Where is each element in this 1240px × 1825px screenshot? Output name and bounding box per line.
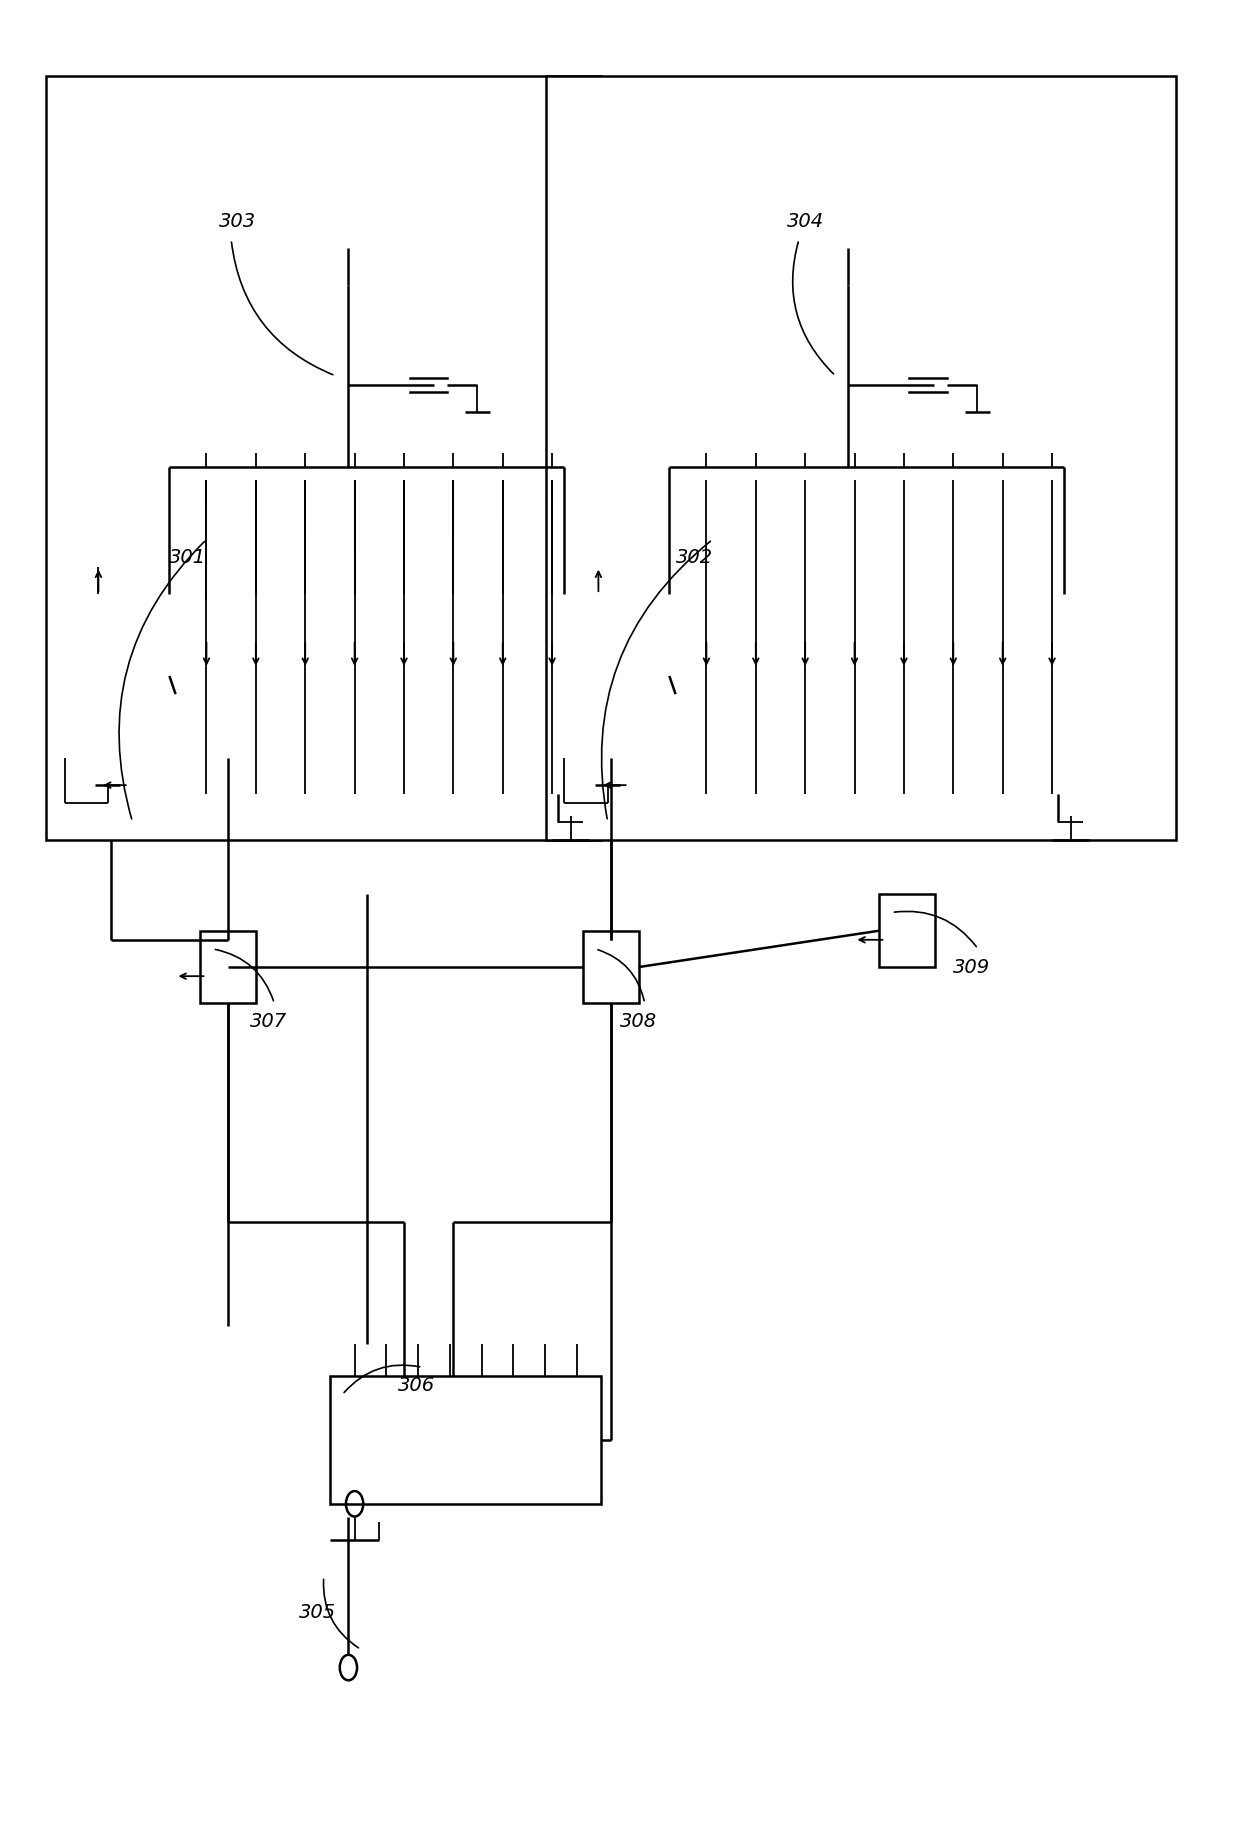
Bar	[330, 1376, 601, 1504]
Bar	[567, 639, 616, 712]
Bar	[52, 595, 170, 757]
Bar	[336, 453, 373, 480]
Bar	[176, 595, 558, 794]
Bar	[188, 453, 224, 480]
Bar	[738, 453, 774, 480]
Bar	[67, 639, 117, 712]
Text: 309: 309	[954, 958, 991, 976]
Bar	[935, 453, 972, 480]
Text: 304: 304	[786, 212, 823, 230]
Bar	[435, 453, 472, 480]
Bar	[484, 453, 521, 480]
Text: 308: 308	[620, 1013, 657, 1031]
Text: 306: 306	[398, 1376, 435, 1394]
Bar	[546, 75, 1176, 840]
Bar	[201, 931, 255, 1004]
Bar	[533, 453, 570, 480]
Text: 303: 303	[218, 212, 255, 230]
Text: 305: 305	[299, 1604, 336, 1622]
Text: 307: 307	[249, 1013, 286, 1031]
Bar	[583, 931, 639, 1004]
Text: 302: 302	[676, 548, 713, 568]
Bar	[676, 595, 1058, 794]
Bar	[237, 453, 274, 480]
Bar	[552, 595, 670, 757]
Bar	[688, 453, 725, 480]
Bar	[830, 325, 867, 352]
Bar	[879, 894, 935, 967]
Bar	[46, 75, 601, 840]
Bar	[786, 453, 823, 480]
Bar	[836, 453, 873, 480]
Bar	[330, 325, 366, 352]
Bar	[885, 453, 923, 480]
Bar	[286, 453, 324, 480]
Bar	[386, 453, 423, 480]
Bar	[1033, 453, 1070, 480]
Bar	[985, 453, 1022, 480]
Text: 301: 301	[170, 548, 207, 568]
